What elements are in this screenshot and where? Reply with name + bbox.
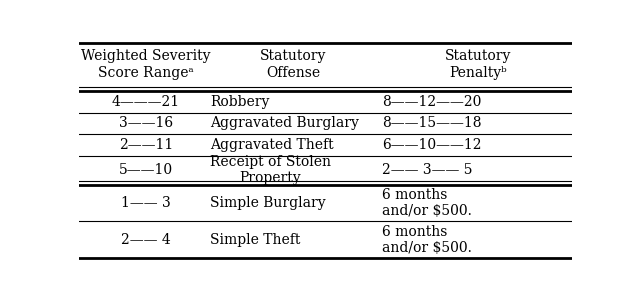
Text: Robbery: Robbery bbox=[210, 95, 269, 109]
Text: 8——12——20: 8——12——20 bbox=[382, 95, 481, 109]
Text: 2—— 4: 2—— 4 bbox=[121, 233, 171, 247]
Text: 5——10: 5——10 bbox=[119, 163, 173, 177]
Text: 4———21: 4———21 bbox=[112, 95, 180, 109]
Text: 6 months
and/or $500.: 6 months and/or $500. bbox=[382, 225, 472, 255]
Text: 8——15——18: 8——15——18 bbox=[382, 117, 481, 131]
Text: Aggravated Theft: Aggravated Theft bbox=[210, 138, 333, 152]
Text: 3——16: 3——16 bbox=[119, 117, 173, 131]
Text: Simple Theft: Simple Theft bbox=[210, 233, 300, 247]
Text: 6——10——12: 6——10——12 bbox=[382, 138, 481, 152]
Text: 2——11: 2——11 bbox=[119, 138, 173, 152]
Text: Statutory
Penaltyᵇ: Statutory Penaltyᵇ bbox=[444, 49, 511, 80]
Text: Statutory
Offense: Statutory Offense bbox=[260, 49, 326, 80]
Text: Aggravated Burglary: Aggravated Burglary bbox=[210, 117, 359, 131]
Text: Weighted Severity
Score Rangeᵃ: Weighted Severity Score Rangeᵃ bbox=[81, 49, 211, 80]
Text: 2—— 3—— 5: 2—— 3—— 5 bbox=[382, 163, 472, 177]
Text: Simple Burglary: Simple Burglary bbox=[210, 196, 325, 210]
Text: 1—— 3: 1—— 3 bbox=[121, 196, 171, 210]
Text: Receipt of Stolen
Property: Receipt of Stolen Property bbox=[210, 155, 331, 185]
Text: 6 months
and/or $500.: 6 months and/or $500. bbox=[382, 188, 472, 218]
